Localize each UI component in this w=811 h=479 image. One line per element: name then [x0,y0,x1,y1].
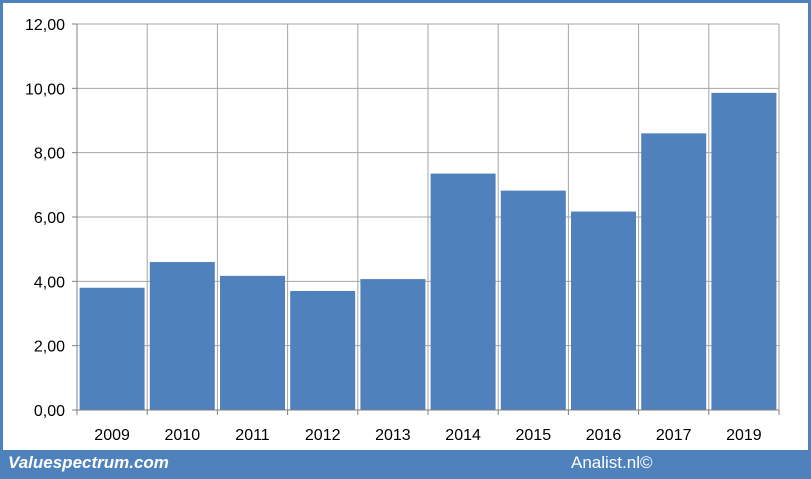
bar-2011 [220,275,285,410]
x-tick-label: 2017 [656,427,692,444]
x-tick-label: 2015 [516,427,552,444]
x-tick-label: 2014 [445,427,481,444]
x-tick-label: 2011 [235,427,270,444]
x-tick-label: 2016 [586,427,622,444]
footer-bar [0,450,811,479]
bar-2015 [500,190,566,410]
bar-2013 [360,279,426,410]
x-tick-label: 2012 [305,427,341,444]
footer-brand-right: Analist.nl© [571,453,653,472]
bar-2014 [430,173,496,410]
y-tick-label: 6,00 [34,210,65,227]
y-tick-labels: 0,00 2,00 4,00 6,00 8,00 10,00 12,00 [25,17,65,420]
x-tick-label: 2010 [165,427,201,444]
x-tick-label: 2019 [726,427,762,444]
y-tick-label: 10,00 [25,81,65,98]
axes [72,23,780,415]
y-tick-label: 2,00 [34,339,65,356]
bar-2016 [571,211,636,410]
x-tick-label: 2009 [94,427,130,444]
bars [79,92,777,410]
bar-2017 [641,133,707,410]
x-tick-labels: 2009 2010 2011 2012 2013 2014 2015 2016 2017 2019 [94,427,761,444]
y-tick-label: 8,00 [34,146,65,163]
y-tick-label: 4,00 [34,274,65,291]
bar-2009 [79,287,145,410]
y-tick-label: 0,00 [34,403,65,420]
bar-2012 [290,290,356,410]
x-tick-label: 2013 [375,427,411,444]
footer-brand-left: Valuespectrum.com [8,453,169,472]
y-tick-label: 12,00 [25,17,65,34]
bar-2010 [149,262,215,410]
bar-2019 [711,92,777,410]
